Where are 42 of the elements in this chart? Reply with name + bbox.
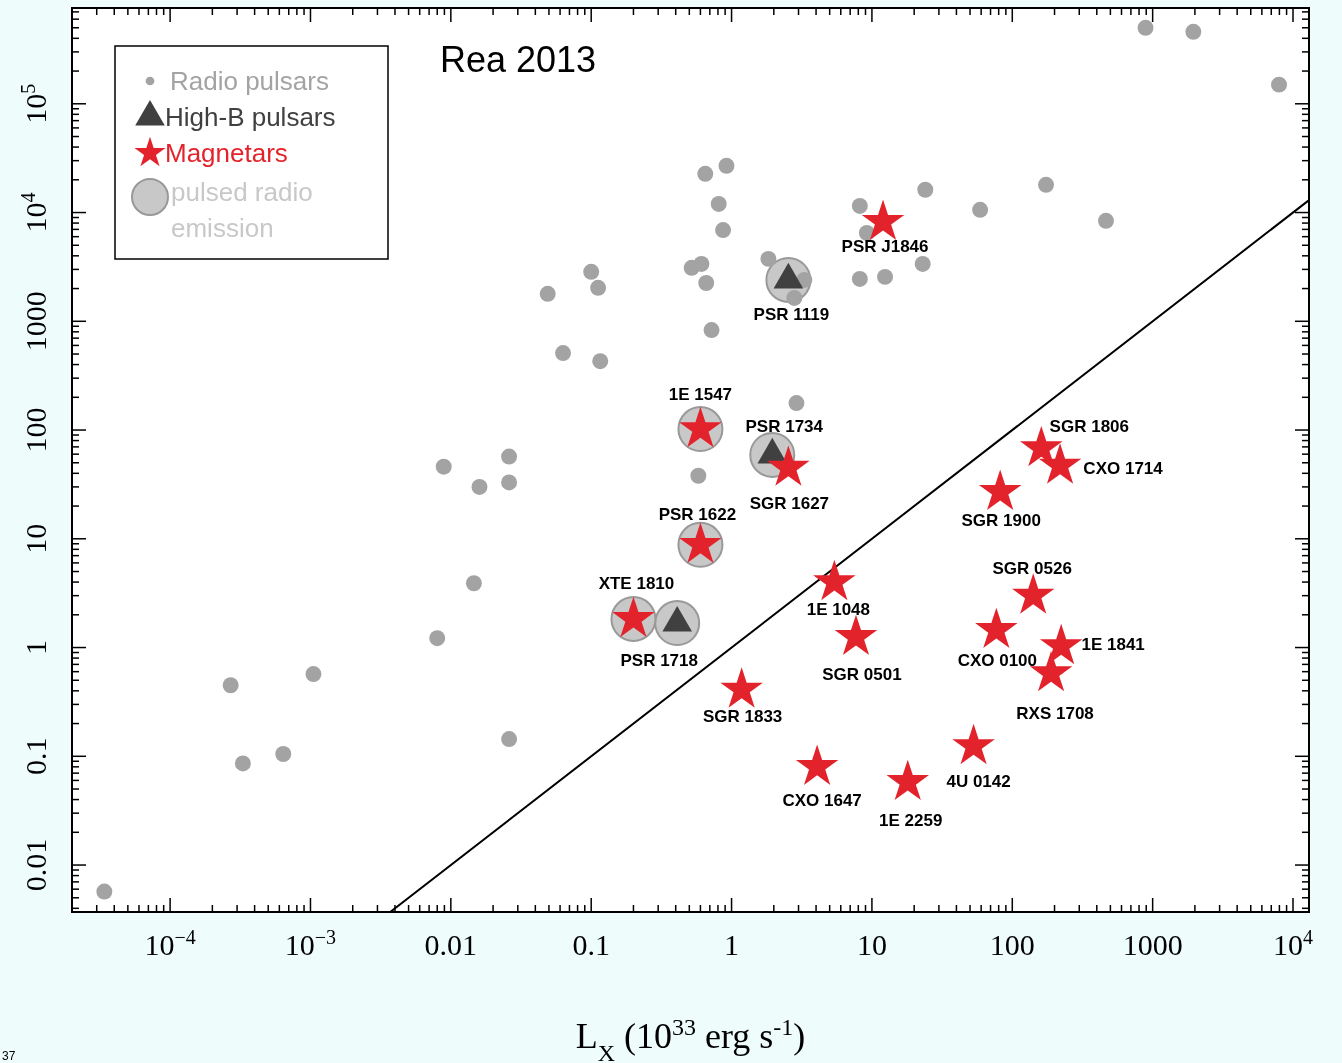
annotation: PSR 1119: [753, 304, 830, 324]
x-tick-label: 1: [724, 928, 740, 961]
legend-label: Magnetars: [165, 138, 288, 168]
annotation: XTE 1810: [598, 573, 675, 593]
annotation: 1E 1841: [1081, 635, 1145, 655]
annotation: SGR 1900: [961, 510, 1041, 530]
x-axis-title: L$_{X}$ (10$^{33}$ erg s$^{-1}$): [575, 1014, 806, 1063]
y-tick-label: 0.01: [19, 838, 52, 892]
x-tick-label: 10$^{−3}$: [284, 926, 337, 961]
text: Rea 2013: [439, 39, 597, 80]
annotation: SGR 1627: [749, 493, 830, 513]
annotation: CXO 1714: [1083, 458, 1164, 478]
x-tick-label: 10$^{4}$: [1273, 926, 1314, 961]
y-tick-label: 10: [19, 523, 52, 554]
x-tick-label: 10$^{−4}$: [144, 926, 196, 961]
annotation: SGR 1833: [702, 706, 783, 726]
annotation: SGR 1806: [1049, 417, 1130, 437]
y-tick-label: 1: [19, 640, 52, 656]
annotation: 1E 2259: [879, 810, 943, 830]
annotation: PSR 1622: [658, 504, 737, 524]
annotation: PSR 1718: [620, 650, 698, 670]
annotation: 1E 1547: [668, 385, 733, 405]
legend-label: High-B pulsars: [165, 102, 336, 132]
annotation: RXS 1708: [1016, 704, 1094, 724]
annotation: CXO 0100: [957, 650, 1038, 670]
legend-label: Radio pulsars: [170, 66, 329, 96]
annotation: PSR 1734: [745, 416, 824, 436]
annotation: SGR 0526: [992, 558, 1072, 578]
annotation: 4U 0142: [946, 772, 1011, 792]
x-tick-label: 10: [856, 928, 887, 961]
annotation: SGR 0501: [822, 664, 902, 684]
y-tick-label: 1000: [19, 291, 52, 352]
y-tick-label: 100: [19, 407, 52, 453]
text: 37: [2, 1049, 16, 1063]
annotation: CXO 1647: [782, 790, 862, 810]
x-tick-label: 0.01: [424, 928, 478, 961]
x-tick-label: 1000: [1122, 928, 1183, 961]
x-tick-label: 100: [989, 928, 1035, 961]
annotation: PSR J1846: [841, 236, 929, 256]
annotation: 1E 1048: [806, 600, 871, 620]
x-tick-label: 0.1: [572, 928, 610, 961]
y-tick-label: 0.1: [19, 737, 52, 776]
